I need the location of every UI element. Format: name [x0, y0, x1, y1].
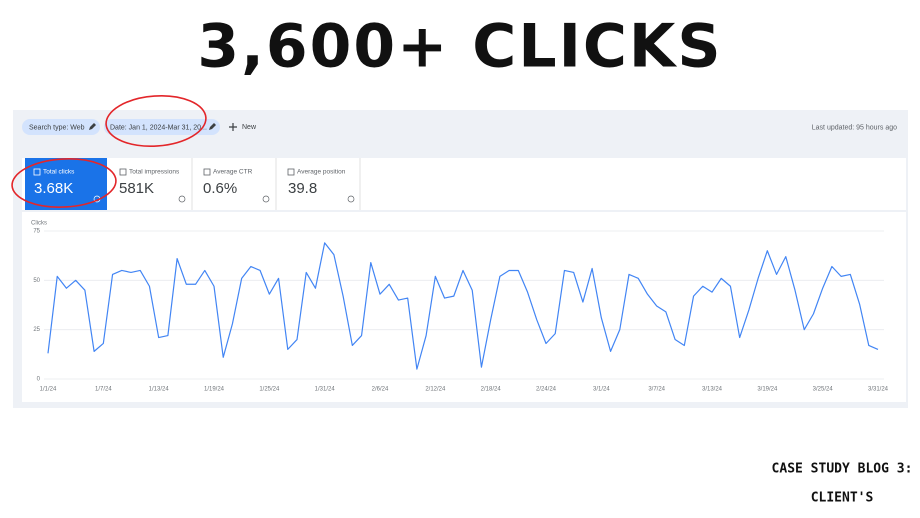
x-tick-label: 3/1/24 — [593, 387, 610, 393]
x-tick-label: 2/24/24 — [536, 387, 557, 393]
annotation-circle — [105, 95, 207, 147]
search-type-label: Search type: Web — [29, 124, 85, 131]
metric-value: 3.68K — [34, 180, 73, 197]
y-axis-label: Clicks — [31, 221, 47, 227]
headline: 3,600+ CLICKS — [197, 12, 722, 82]
y-tick-label: 25 — [33, 327, 40, 333]
edit-icon — [209, 123, 216, 130]
help-icon[interactable] — [262, 195, 270, 203]
chart: Clicks 0 25 50 75 1/1/24 1/7/24 1/13/24 1/19/24 1… — [31, 221, 889, 393]
metric-label: Average position — [297, 169, 346, 176]
x-tick-label: 1/19/24 — [204, 387, 225, 393]
caption-line: CASE STUDY BLOG 3: — [772, 462, 913, 477]
y-tick-label: 50 — [33, 278, 40, 284]
last-updated: Last updated: 95 hours ago — [812, 124, 897, 131]
new-button[interactable]: New — [242, 124, 257, 131]
checkbox[interactable] — [33, 168, 41, 176]
edit-icon — [89, 123, 96, 130]
metric-label: Total impressions — [129, 169, 180, 176]
date-label: Date: Jan 1, 2024-Mar 31, 20... — [110, 124, 207, 131]
metric-value: 39.8 — [288, 180, 317, 197]
help-icon[interactable] — [178, 195, 186, 203]
x-tick-label: 1/7/24 — [95, 387, 112, 393]
x-tick-label: 3/7/24 — [648, 387, 665, 393]
help-icon[interactable] — [347, 195, 355, 203]
metric-value: 581K — [119, 180, 154, 197]
annotation-circle — [11, 158, 117, 208]
caption-line: CLIENT'S — [811, 491, 874, 506]
y-tick-label: 0 — [37, 377, 41, 383]
metric-value: 0.6% — [203, 180, 237, 197]
x-tick-label: 2/6/24 — [372, 387, 389, 393]
date-chip[interactable] — [104, 119, 220, 135]
chart-panel — [22, 212, 906, 402]
metrics-row — [22, 158, 906, 210]
search-type-chip[interactable] — [22, 119, 100, 135]
x-tick-label: 1/1/24 — [40, 387, 57, 393]
x-tick-label: 1/31/24 — [315, 387, 336, 393]
x-tick-label: 3/19/24 — [757, 387, 778, 393]
checkbox[interactable] — [203, 168, 211, 176]
x-tick-label: 3/13/24 — [702, 387, 723, 393]
x-tick-label: 2/18/24 — [481, 387, 502, 393]
x-tick-label: 1/13/24 — [149, 387, 170, 393]
y-tick-label: 75 — [33, 229, 40, 235]
add-icon — [229, 123, 237, 131]
checkbox[interactable] — [287, 168, 295, 176]
x-tick-label: 1/25/24 — [259, 387, 280, 393]
x-tick-label: 3/25/24 — [813, 387, 834, 393]
checkbox[interactable] — [119, 168, 127, 176]
metric-label: Total clicks — [43, 169, 75, 176]
metric-label: Average CTR — [213, 169, 253, 176]
x-tick-label: 3/31/24 — [868, 387, 889, 393]
x-tick-label: 2/12/24 — [425, 387, 446, 393]
line-series — [47, 242, 879, 370]
